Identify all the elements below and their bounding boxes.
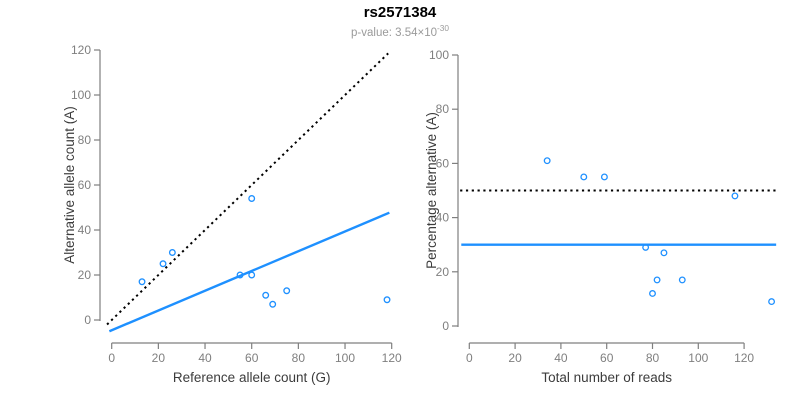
x-tick-label: 0: [108, 351, 115, 365]
pvalue-times-base: ×10: [417, 26, 438, 39]
pvalue-prefix: p-value:: [351, 26, 396, 39]
y-tick-label: 40: [78, 223, 92, 237]
y-tick-label: 60: [436, 156, 450, 170]
data-point: [248, 195, 256, 202]
data-point: [236, 271, 244, 279]
y-tick-label: 120: [71, 43, 91, 57]
x-tick-label: 100: [688, 351, 708, 365]
data-point: [543, 157, 551, 165]
y-tick-label: 80: [78, 133, 92, 147]
x-tick-label: 20: [508, 351, 522, 365]
data-point: [731, 192, 739, 200]
x-axis-title: Reference allele count (G): [173, 370, 331, 385]
x-tick-label: 40: [198, 351, 212, 365]
x-tick-label: 0: [466, 351, 473, 365]
x-tick-label: 80: [646, 351, 660, 365]
data-point: [600, 173, 608, 181]
y-tick-label: 0: [84, 313, 91, 327]
figure-subtitle: p-value: 3.54×10-30: [0, 24, 800, 40]
pvalue-mantissa: 3.54: [395, 26, 418, 39]
data-point: [653, 276, 661, 284]
pvalue-exponent: -30: [437, 23, 449, 33]
data-point: [678, 276, 686, 284]
y-axis-title: Alternative allele count (A): [62, 106, 77, 264]
data-point: [248, 271, 256, 279]
y-tick-label: 60: [78, 178, 92, 192]
figure-header: rs2571384 p-value: 3.54×10-30: [0, 4, 800, 40]
data-point: [168, 249, 176, 256]
y-tick-label: 20: [78, 268, 92, 282]
y-tick-label: 100: [429, 48, 449, 62]
data-point: [580, 173, 588, 181]
x-tick-label: 120: [734, 351, 754, 365]
y-tick-label: 0: [442, 319, 449, 333]
data-point: [269, 300, 277, 308]
data-point: [262, 291, 270, 299]
data-point: [159, 260, 167, 268]
y-axis-title: Percentage alternative (A): [424, 112, 439, 269]
y-tick-label: 40: [436, 211, 450, 225]
x-tick-label: 20: [152, 351, 166, 365]
x-tick-label: 100: [335, 351, 355, 365]
data-point: [768, 298, 776, 306]
data-point: [649, 290, 656, 297]
x-tick-label: 80: [292, 351, 306, 365]
y-tick-label: 80: [436, 102, 450, 116]
y-tick-label: 100: [71, 88, 91, 102]
data-point: [660, 249, 668, 257]
x-tick-label: 60: [245, 351, 259, 365]
x-tick-label: 40: [554, 351, 568, 365]
data-point: [283, 287, 291, 295]
x-tick-label: 60: [600, 351, 614, 365]
fit-line: [108, 211, 390, 333]
identity-line: [106, 52, 389, 326]
y-tick-label: 20: [436, 265, 450, 279]
data-point: [383, 296, 391, 304]
x-tick-label: 120: [382, 351, 402, 365]
data-point: [138, 278, 146, 286]
x-axis-title: Total number of reads: [541, 370, 672, 385]
data-point: [642, 243, 650, 251]
figure-title: rs2571384: [363, 4, 437, 21]
